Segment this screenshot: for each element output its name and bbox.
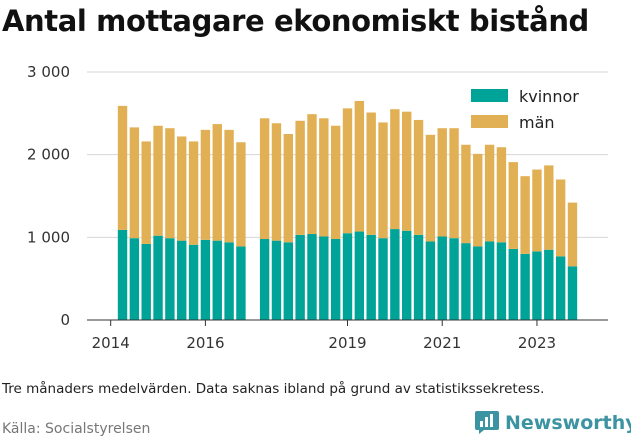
bar-man [271,123,282,241]
bar-man [544,165,554,250]
stacked-bar-chart: 0 1 000 2 000 3 000 2014 2016 2019 2021 2023 kvi… [27,63,608,352]
bar-kvinnor [283,242,293,320]
bar-man [496,147,507,243]
y-tick-label: 3 000 [27,63,70,81]
bar-man [484,144,495,242]
bar-man [319,118,329,237]
bar-man [259,118,270,239]
bar-man [188,141,199,245]
bar-man [390,109,400,230]
bar-man [437,128,447,237]
bar-man [117,105,128,230]
bar-kvinnor [544,249,554,320]
x-tick-label: 2021 [423,334,461,352]
bar-kvinnor [224,242,234,320]
bar-kvinnor [177,240,187,320]
bar-kvinnor [295,234,305,320]
bar-man [283,134,293,243]
bar-man [378,122,388,239]
bar-man [532,169,542,252]
bar-kvinnor [165,238,175,320]
legend-swatch-man [471,115,508,128]
bar-kvinnor [425,241,436,320]
bar-man [330,125,341,239]
bar-kvinnor [153,235,163,320]
bar-kvinnor [437,236,447,320]
bar-kvinnor [461,243,471,320]
bar-man [473,153,483,247]
bar-man [425,134,436,242]
bar-man [402,111,412,231]
bar-kvinnor [413,234,424,320]
bar-man [567,202,578,267]
bars [117,100,578,320]
bar-man [354,100,365,232]
bar-man [413,119,424,235]
bar-kvinnor [212,240,222,320]
y-tick-label: 0 [60,311,70,329]
y-tick-label: 1 000 [27,228,70,246]
bar-kvinnor [141,243,151,320]
x-tick-label: 2019 [328,334,366,352]
bar-kvinnor [271,240,282,320]
bar-kvinnor [330,238,341,320]
bar-kvinnor [378,238,388,320]
bar-man [177,136,187,241]
bar-man [141,141,151,244]
bar-kvinnor [520,253,530,320]
bar-kvinnor [390,229,400,320]
bar-man [224,129,234,243]
bar-kvinnor [117,229,128,320]
bar-man [342,108,353,234]
bar-man [461,144,471,244]
bar-kvinnor [484,241,495,320]
axes: 0 1 000 2 000 3 000 2014 2016 2019 2021 2023 [27,63,608,352]
bar-kvinnor [319,236,329,320]
bar-kvinnor [555,256,566,320]
bar-chart-speech-bubble-icon [475,411,499,434]
y-tick-label: 2 000 [27,146,70,164]
brand-name: Newsworthy [505,411,631,434]
bar-kvinnor [508,248,518,320]
bar-kvinnor [402,230,412,320]
bar-kvinnor [532,251,542,320]
bar-kvinnor [473,246,483,320]
bar-man [165,128,175,239]
bar-kvinnor [342,233,353,320]
bar-kvinnor [236,246,246,320]
bar-kvinnor [449,238,459,320]
bar-kvinnor [200,239,211,320]
legend-swatch-kvinnor [471,89,508,102]
bar-man [508,162,518,249]
x-tick-label: 2016 [186,334,224,352]
bar-man [520,176,530,254]
chart-footnote: Tre månaders medelvärden. Data saknas ib… [2,381,545,397]
bar-man [129,127,140,239]
bar-man [212,124,222,241]
bar-kvinnor [567,266,578,320]
legend: kvinnor män [471,87,579,132]
bar-kvinnor [366,234,376,320]
bar-kvinnor [188,244,199,320]
legend-label-man: män [519,113,555,132]
bar-kvinnor [354,231,365,320]
brand-logo[interactable]: Newsworthy [474,410,631,435]
bar-man [236,142,246,247]
bar-man [555,179,566,257]
bar-kvinnor [496,242,507,320]
x-tick-label: 2014 [92,334,130,352]
legend-label-kvinnor: kvinnor [519,87,579,106]
bar-kvinnor [307,234,317,320]
bar-man [307,114,317,235]
bar-man [449,128,459,239]
bar-kvinnor [259,238,270,320]
bar-man [366,112,376,235]
bar-man [200,129,211,240]
bar-man [295,120,305,235]
chart-title: Antal mottagare ekonomiskt bistånd [2,4,589,38]
bar-kvinnor [129,238,140,320]
source-credit: Källa: Socialstyrelsen [2,421,151,437]
x-tick-label: 2023 [518,334,556,352]
bar-man [153,125,163,236]
